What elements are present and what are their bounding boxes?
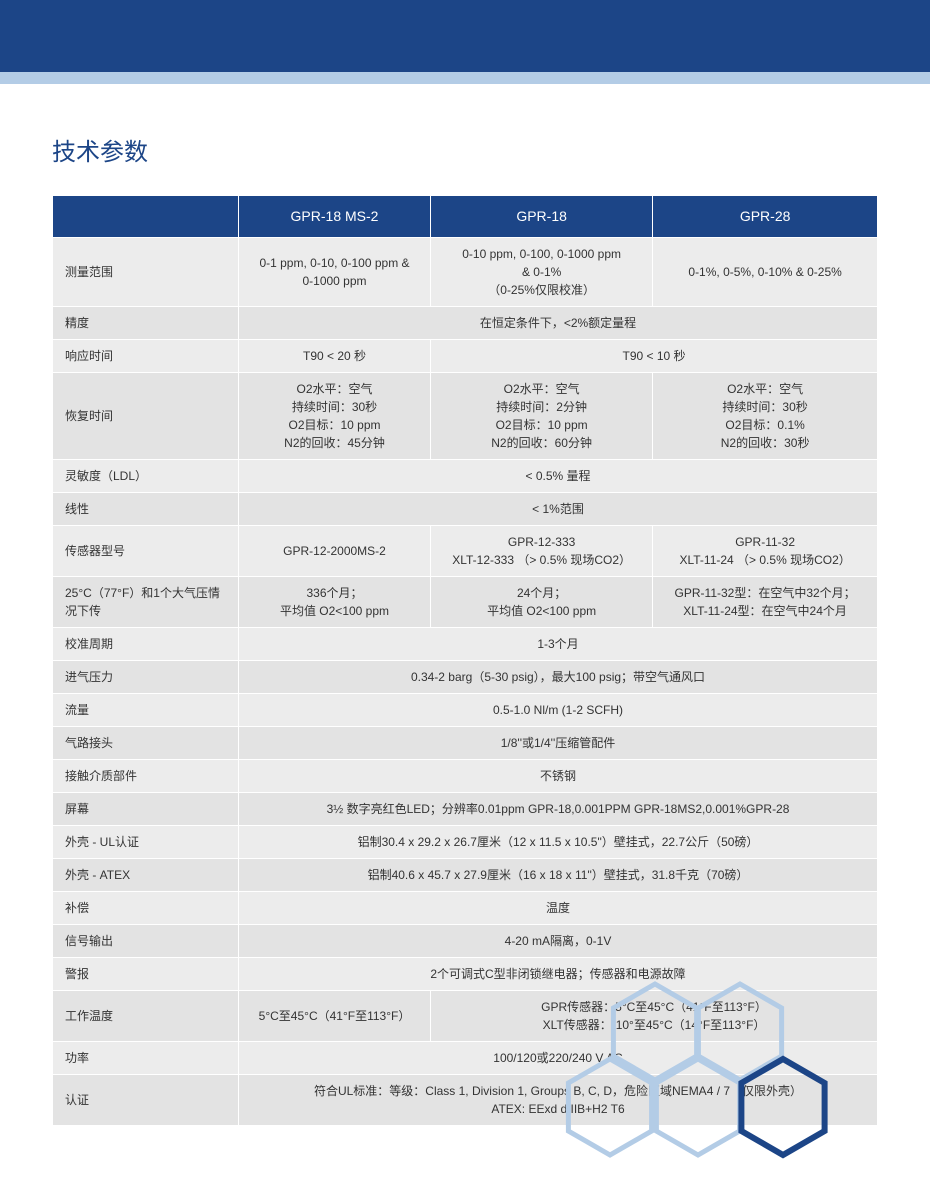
row-label: 外壳 - UL认证 — [53, 826, 239, 859]
row-cell: O2水平：空气 持续时间：30秒 O2目标：10 ppm N2的回收：45分钟 — [239, 373, 431, 460]
row-cell: 0.5-1.0 Nl/m (1-2 SCFH) — [239, 694, 878, 727]
table-row: 线性< 1%范围 — [53, 493, 878, 526]
row-label: 恢复时间 — [53, 373, 239, 460]
table-row: 恢复时间O2水平：空气 持续时间：30秒 O2目标：10 ppm N2的回收：4… — [53, 373, 878, 460]
table-row: 气路接头1/8''或1/4''压缩管配件 — [53, 727, 878, 760]
row-cell: T90 < 10 秒 — [431, 340, 878, 373]
row-cell: < 1%范围 — [239, 493, 878, 526]
row-cell: 温度 — [239, 892, 878, 925]
table-row: 测量范围0-1 ppm, 0-10, 0-100 ppm & 0-1000 pp… — [53, 238, 878, 307]
row-label: 外壳 - ATEX — [53, 859, 239, 892]
table-row: 补偿温度 — [53, 892, 878, 925]
table-row: 传感器型号GPR-12-2000MS-2GPR-12-333 XLT-12-33… — [53, 526, 878, 577]
row-cell: GPR-11-32型：在空气中32个月； XLT-11-24型：在空气中24个月 — [653, 577, 878, 628]
row-cell: 24个月； 平均值 O2<100 ppm — [431, 577, 653, 628]
row-label: 认证 — [53, 1075, 239, 1126]
col-header-product: GPR-28 — [653, 196, 878, 238]
table-row: 25°C（77°F）和1个大气压情况下传336个月； 平均值 O2<100 pp… — [53, 577, 878, 628]
row-cell: 1/8''或1/4''压缩管配件 — [239, 727, 878, 760]
row-cell: GPR-12-2000MS-2 — [239, 526, 431, 577]
row-label: 进气压力 — [53, 661, 239, 694]
col-header-product: GPR-18 MS-2 — [239, 196, 431, 238]
table-row: 外壳 - UL认证铝制30.4 x 29.2 x 26.7厘米（12 x 11.… — [53, 826, 878, 859]
row-label: 功率 — [53, 1042, 239, 1075]
row-cell: T90 < 20 秒 — [239, 340, 431, 373]
row-cell: 0-1 ppm, 0-10, 0-100 ppm & 0-1000 ppm — [239, 238, 431, 307]
row-label: 精度 — [53, 307, 239, 340]
row-cell: 不锈钢 — [239, 760, 878, 793]
hexagon-decoration — [540, 972, 890, 1172]
row-cell: 336个月； 平均值 O2<100 ppm — [239, 577, 431, 628]
row-cell: 在恒定条件下，<2%额定量程 — [239, 307, 878, 340]
row-cell: GPR-11-32 XLT-11-24 （> 0.5% 现场CO2） — [653, 526, 878, 577]
table-row: 响应时间T90 < 20 秒T90 < 10 秒 — [53, 340, 878, 373]
row-label: 线性 — [53, 493, 239, 526]
row-cell: 铝制30.4 x 29.2 x 26.7厘米（12 x 11.5 x 10.5"… — [239, 826, 878, 859]
row-cell: O2水平：空气 持续时间：2分钟 O2目标：10 ppm N2的回收：60分钟 — [431, 373, 653, 460]
spec-table-head: GPR-18 MS-2GPR-18GPR-28 — [53, 196, 878, 238]
row-cell: 4-20 mA隔离，0-1V — [239, 925, 878, 958]
row-cell: 5°C至45°C（41°F至113°F） — [239, 991, 431, 1042]
hexagon-icon — [568, 1059, 651, 1155]
row-cell: O2水平：空气 持续时间：30秒 O2目标：0.1% N2的回收：30秒 — [653, 373, 878, 460]
header-accent — [0, 72, 930, 84]
row-label: 校准周期 — [53, 628, 239, 661]
row-label: 屏幕 — [53, 793, 239, 826]
table-row: 屏幕3½ 数字亮红色LED；分辨率0.01ppm GPR-18,0.001PPM… — [53, 793, 878, 826]
table-row: 精度在恒定条件下，<2%额定量程 — [53, 307, 878, 340]
row-cell: GPR-12-333 XLT-12-333 （> 0.5% 现场CO2） — [431, 526, 653, 577]
table-row: 进气压力0.34-2 barg（5-30 psig），最大100 psig；带空… — [53, 661, 878, 694]
row-label: 补偿 — [53, 892, 239, 925]
hexagon-icon — [656, 1059, 739, 1155]
page-title: 技术参数 — [52, 132, 878, 167]
col-header-product: GPR-18 — [431, 196, 653, 238]
row-cell: 0.34-2 barg（5-30 psig），最大100 psig；带空气通风口 — [239, 661, 878, 694]
col-header-label — [53, 196, 239, 238]
row-label: 气路接头 — [53, 727, 239, 760]
row-cell: 1-3个月 — [239, 628, 878, 661]
row-label: 流量 — [53, 694, 239, 727]
table-row: 校准周期1-3个月 — [53, 628, 878, 661]
row-label: 信号输出 — [53, 925, 239, 958]
row-cell: 0-1%, 0-5%, 0-10% & 0-25% — [653, 238, 878, 307]
hexagon-icon — [741, 1059, 824, 1155]
row-label: 警报 — [53, 958, 239, 991]
row-label: 传感器型号 — [53, 526, 239, 577]
row-cell: 3½ 数字亮红色LED；分辨率0.01ppm GPR-18,0.001PPM G… — [239, 793, 878, 826]
row-label: 接触介质部件 — [53, 760, 239, 793]
table-row: 流量0.5-1.0 Nl/m (1-2 SCFH) — [53, 694, 878, 727]
header-band — [0, 0, 930, 72]
table-row: 信号输出4-20 mA隔离，0-1V — [53, 925, 878, 958]
row-cell: < 0.5% 量程 — [239, 460, 878, 493]
row-label: 灵敏度（LDL） — [53, 460, 239, 493]
row-label: 25°C（77°F）和1个大气压情况下传 — [53, 577, 239, 628]
table-row: 外壳 - ATEX铝制40.6 x 45.7 x 27.9厘米（16 x 18 … — [53, 859, 878, 892]
row-label: 工作温度 — [53, 991, 239, 1042]
content-area: 技术参数 GPR-18 MS-2GPR-18GPR-28 测量范围0-1 ppm… — [0, 84, 930, 1126]
table-row: 灵敏度（LDL）< 0.5% 量程 — [53, 460, 878, 493]
table-row: 接触介质部件不锈钢 — [53, 760, 878, 793]
row-cell: 0-10 ppm, 0-100, 0-1000 ppm & 0-1% （0-25… — [431, 238, 653, 307]
row-cell: 铝制40.6 x 45.7 x 27.9厘米（16 x 18 x 11"）壁挂式… — [239, 859, 878, 892]
row-label: 测量范围 — [53, 238, 239, 307]
row-label: 响应时间 — [53, 340, 239, 373]
